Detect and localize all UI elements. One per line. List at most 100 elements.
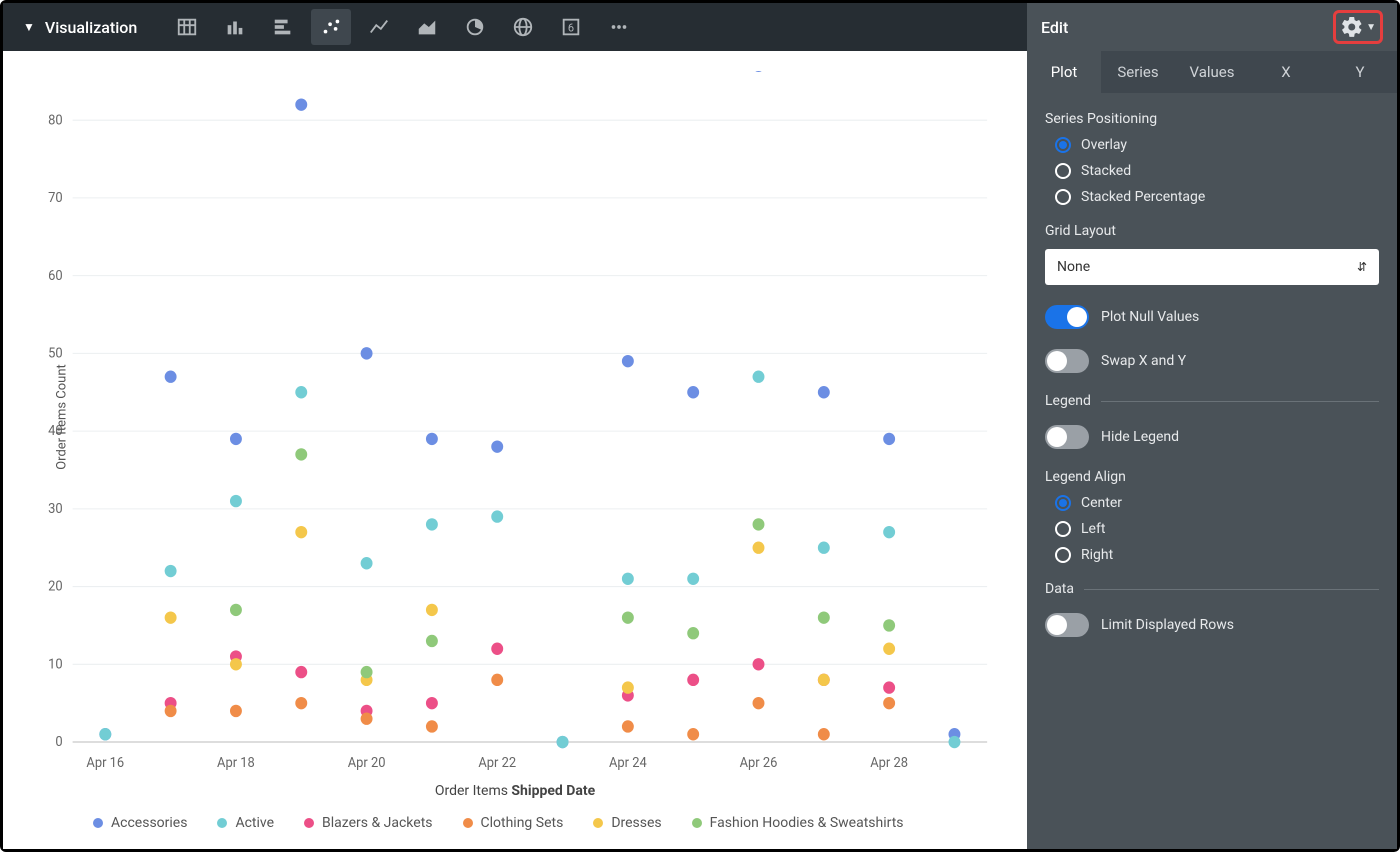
data-point[interactable]	[426, 433, 438, 445]
data-point[interactable]	[687, 386, 699, 398]
data-point[interactable]	[753, 518, 765, 530]
data-point[interactable]	[818, 611, 830, 623]
data-point[interactable]	[230, 658, 242, 670]
grid-layout-select[interactable]: None ⇵	[1045, 249, 1379, 285]
gear-caret-icon[interactable]: ▼	[1366, 22, 1376, 33]
collapse-caret-icon[interactable]: ▼	[23, 20, 35, 34]
legend-align-label: Legend Align	[1045, 469, 1379, 485]
chart-type-column[interactable]	[215, 9, 255, 45]
data-point[interactable]	[361, 557, 373, 569]
data-point[interactable]	[165, 611, 177, 623]
data-point[interactable]	[295, 448, 307, 460]
data-point[interactable]	[426, 720, 438, 732]
data-point[interactable]	[165, 705, 177, 717]
data-point[interactable]	[295, 666, 307, 678]
data-point[interactable]	[426, 697, 438, 709]
tab-values[interactable]: Values	[1175, 51, 1249, 93]
tab-plot[interactable]: Plot	[1027, 51, 1101, 93]
tab-y[interactable]: Y	[1323, 51, 1397, 93]
data-point[interactable]	[687, 728, 699, 740]
data-point[interactable]	[818, 386, 830, 398]
data-point[interactable]	[753, 658, 765, 670]
tab-series[interactable]: Series	[1101, 51, 1175, 93]
data-point[interactable]	[295, 526, 307, 538]
chart-type-scatter[interactable]	[311, 9, 351, 45]
chart-type-map[interactable]	[503, 9, 543, 45]
data-point[interactable]	[99, 728, 111, 740]
limit-rows-toggle[interactable]	[1045, 613, 1089, 637]
series-positioning-label: Series Positioning	[1045, 111, 1379, 127]
gear-icon[interactable]	[1340, 15, 1364, 39]
chart-type-single[interactable]: 6	[551, 9, 591, 45]
data-point[interactable]	[622, 720, 634, 732]
data-point[interactable]	[622, 681, 634, 693]
data-point[interactable]	[687, 674, 699, 686]
chart-type-bar[interactable]	[263, 9, 303, 45]
data-point[interactable]	[230, 705, 242, 717]
data-point[interactable]	[165, 371, 177, 383]
viz-title: Visualization	[45, 18, 137, 37]
data-point[interactable]	[491, 674, 503, 686]
data-point[interactable]	[295, 697, 307, 709]
plot-null-toggle[interactable]	[1045, 305, 1089, 329]
data-point[interactable]	[361, 666, 373, 678]
legend-align-option-right[interactable]: Right	[1055, 547, 1379, 563]
legend-item[interactable]: Accessories	[93, 815, 187, 831]
data-point[interactable]	[687, 573, 699, 585]
hide-legend-toggle[interactable]	[1045, 425, 1089, 449]
data-point[interactable]	[230, 433, 242, 445]
data-point[interactable]	[883, 619, 895, 631]
data-point[interactable]	[491, 510, 503, 522]
chart-type-table[interactable]	[167, 9, 207, 45]
data-point[interactable]	[557, 736, 569, 748]
data-point[interactable]	[426, 604, 438, 616]
data-point[interactable]	[753, 371, 765, 383]
data-point[interactable]	[818, 674, 830, 686]
swap-xy-toggle[interactable]	[1045, 349, 1089, 373]
series-positioning-option-overlay[interactable]: Overlay	[1055, 137, 1379, 153]
series-positioning-option-stacked-percentage[interactable]: Stacked Percentage	[1055, 189, 1379, 205]
data-point[interactable]	[491, 440, 503, 452]
data-point[interactable]	[883, 697, 895, 709]
series-positioning-option-stacked[interactable]: Stacked	[1055, 163, 1379, 179]
data-point[interactable]	[753, 71, 765, 72]
data-point[interactable]	[753, 697, 765, 709]
legend-align-option-center[interactable]: Center	[1055, 495, 1379, 511]
data-point[interactable]	[361, 713, 373, 725]
data-point[interactable]	[818, 542, 830, 554]
data-point[interactable]	[687, 627, 699, 639]
data-point[interactable]	[883, 433, 895, 445]
chart-type-area[interactable]	[407, 9, 447, 45]
data-point[interactable]	[426, 635, 438, 647]
data-point[interactable]	[883, 643, 895, 655]
legend-item[interactable]: Active	[217, 815, 274, 831]
data-point[interactable]	[622, 573, 634, 585]
tab-x[interactable]: X	[1249, 51, 1323, 93]
data-point[interactable]	[426, 518, 438, 530]
data-point[interactable]	[883, 526, 895, 538]
data-point[interactable]	[230, 604, 242, 616]
data-point[interactable]	[622, 611, 634, 623]
data-point[interactable]	[818, 728, 830, 740]
legend-item[interactable]: Dresses	[593, 815, 661, 831]
chart-type-line[interactable]	[359, 9, 399, 45]
legend-align-option-left[interactable]: Left	[1055, 521, 1379, 537]
chart-type-more[interactable]	[599, 9, 639, 45]
legend-item[interactable]: Blazers & Jackets	[304, 815, 432, 831]
chart-type-pie[interactable]	[455, 9, 495, 45]
data-point[interactable]	[948, 736, 960, 748]
data-point[interactable]	[165, 565, 177, 577]
svg-text:Apr 18: Apr 18	[217, 756, 255, 771]
data-point[interactable]	[361, 347, 373, 359]
data-point[interactable]	[883, 681, 895, 693]
data-point[interactable]	[295, 98, 307, 110]
data-point[interactable]	[491, 643, 503, 655]
scatter-chart: 01020304050607080Apr 16Apr 18Apr 20Apr 2…	[13, 71, 1007, 773]
data-point[interactable]	[230, 495, 242, 507]
data-point[interactable]	[295, 386, 307, 398]
data-point[interactable]	[622, 355, 634, 367]
legend-item[interactable]: Fashion Hoodies & Sweatshirts	[692, 815, 904, 831]
legend-item[interactable]: Clothing Sets	[463, 815, 564, 831]
data-point[interactable]	[753, 542, 765, 554]
legend-swatch	[463, 818, 473, 828]
